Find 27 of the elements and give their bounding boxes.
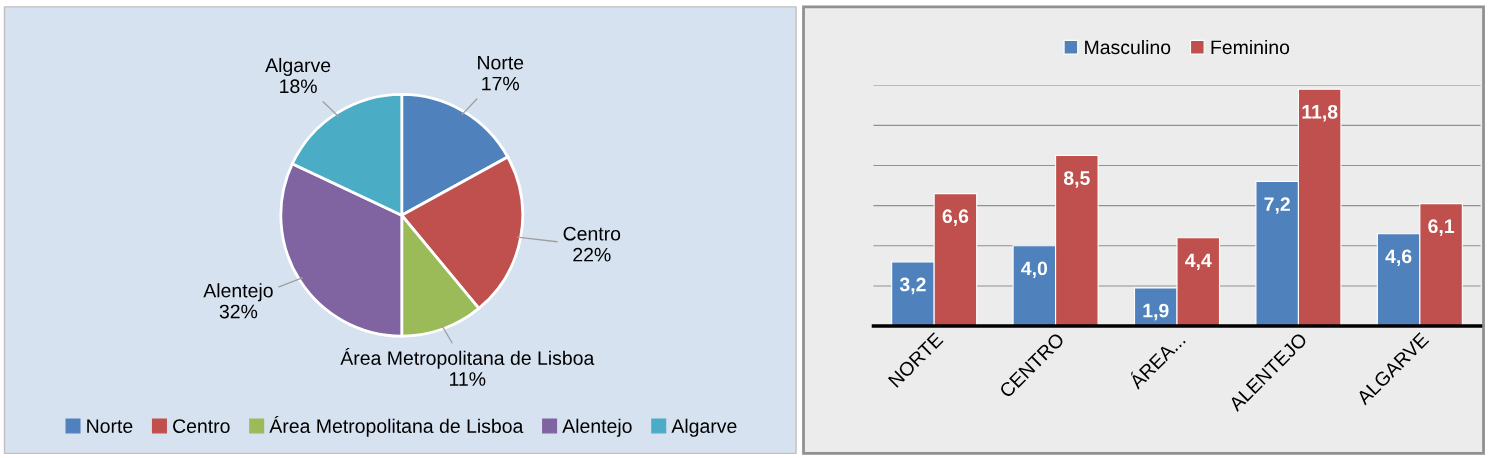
legend-label: Algarve [671,418,737,437]
data-label: 11,8 [1302,104,1338,122]
data-label: 3,2 [899,277,926,295]
slice-label: Alentejo [203,283,273,302]
slice-label: Centro [563,226,621,241]
slice-label: Norte [478,55,524,70]
data-label: 1,9 [1143,303,1169,321]
data-label: 4,4 [1185,253,1212,271]
data-label: 6,6 [942,209,969,226]
data-label: 7,2 [1264,197,1290,214]
data-label: 11% [450,372,486,386]
data-label: 4,0 [1021,261,1048,279]
legend-label: Feminino [1211,39,1290,55]
data-label: 8,5 [1063,171,1090,188]
data-label: 6,1 [1428,219,1455,236]
data-label: 22% [573,247,611,262]
legend-label: Norte [87,419,133,434]
data-label: 32% [219,304,258,319]
data-label: 4,6 [1385,249,1412,267]
legend-label: Área Metropolitana de Lisboa [269,415,524,437]
data-label: 18% [280,79,317,94]
legend-label: Masculino [1085,39,1171,55]
slice-label: Área Metropolitana de Lisboa [340,347,595,369]
slice-label: Algarve [265,57,331,77]
legend-label: Alentejo [562,418,632,437]
data-label: 17% [482,76,520,91]
legend-label: Centro [173,419,230,434]
